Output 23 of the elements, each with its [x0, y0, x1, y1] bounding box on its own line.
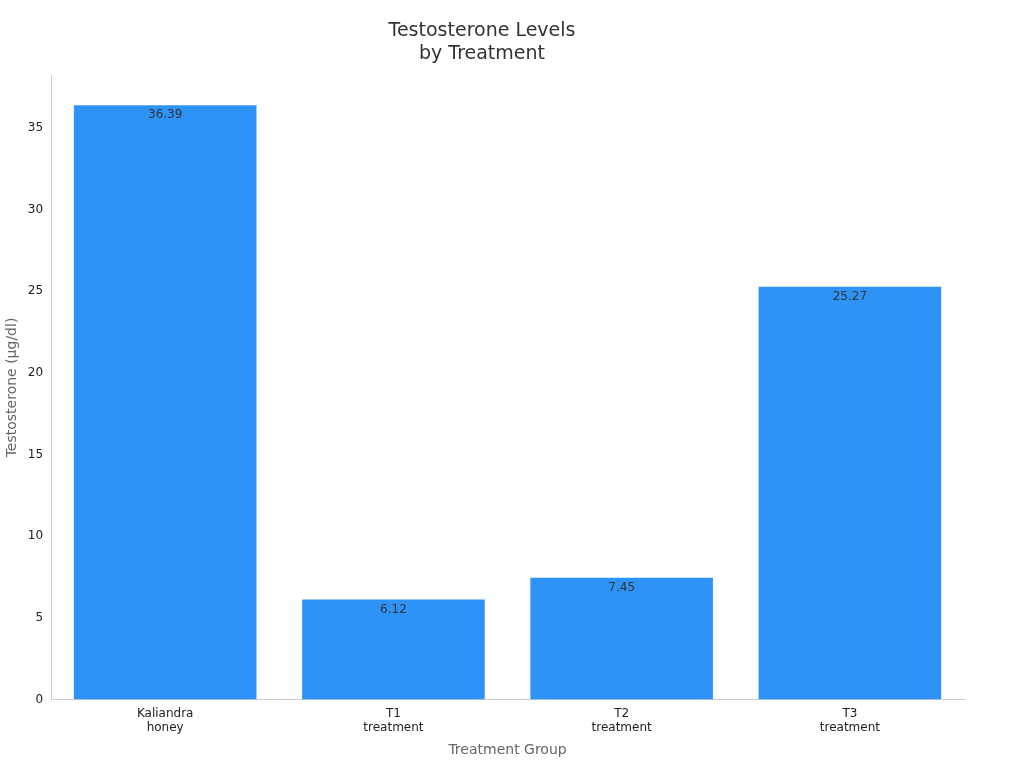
data-label: 25.27 — [832, 288, 868, 303]
data-label: 36.39 — [148, 107, 183, 122]
y-tick-label: 0 — [35, 691, 44, 706]
data-label: 7.45 — [608, 579, 636, 594]
x-tick-label: T3 treatment — [819, 705, 881, 735]
x-tick-label: Kaliandra honey — [136, 705, 194, 735]
y-tick-label: 30 — [27, 201, 44, 216]
y-axis-title: Testosterone (µg/dl) — [3, 317, 20, 459]
y-tick-label: 25 — [27, 283, 44, 298]
data-label: 6.12 — [380, 601, 407, 616]
bar — [73, 105, 257, 700]
x-axis-title: Treatment Group — [447, 741, 567, 758]
y-tick-label: 15 — [27, 446, 44, 461]
y-tick-label: 5 — [35, 609, 44, 624]
y-tick-label: 10 — [27, 528, 44, 543]
y-tick-label: 35 — [27, 119, 44, 134]
bar — [758, 286, 942, 700]
bar — [302, 599, 485, 700]
chart-title: Testosterone Levels by Treatment — [387, 18, 576, 64]
x-tick-label: T2 treatment — [591, 705, 653, 735]
y-tick-label: 20 — [27, 364, 44, 379]
bar — [530, 577, 713, 700]
x-tick-label: T1 treatment — [363, 705, 424, 735]
